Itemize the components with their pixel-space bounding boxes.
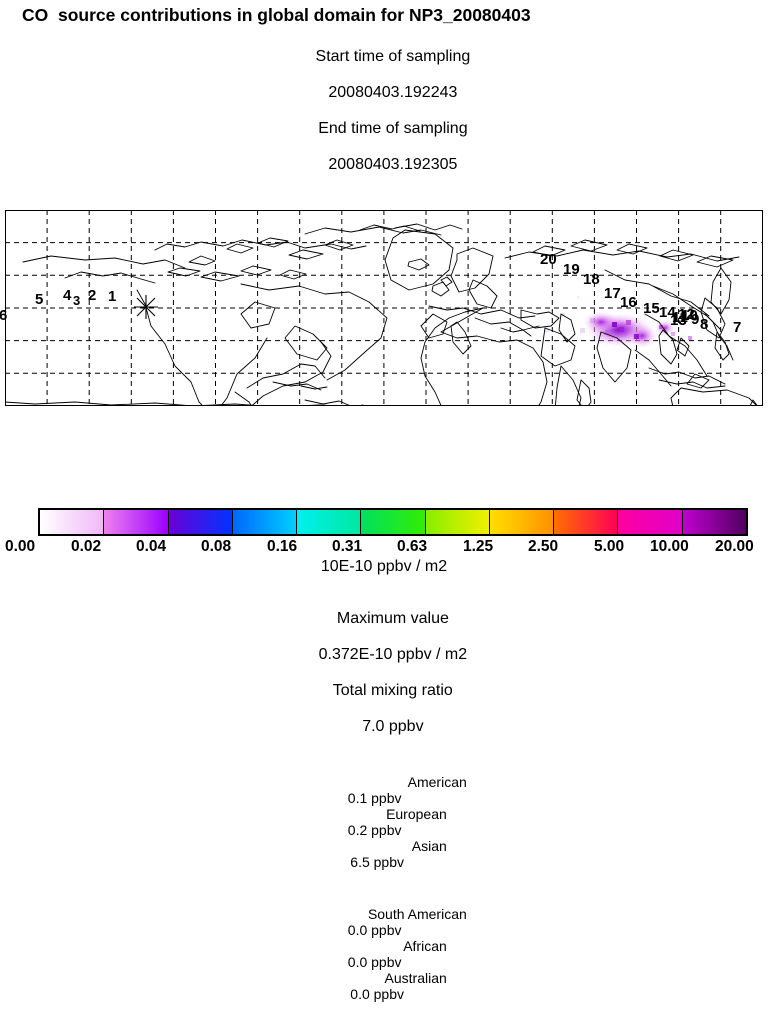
colorbar-segment-3 [232,510,298,534]
start-time-label: Start time of sampling [315,48,471,65]
waypoint-label-13: 13 [670,312,687,329]
colorbar-tick-0: 0.00 [5,538,36,555]
colorbar-segment-6 [425,510,490,534]
colorbar-segment-2 [168,510,233,534]
colorbar-tick-2: 0.04 [136,538,167,555]
colorbar-segment-8 [554,510,619,534]
colorbar-tick-11: 20.00 [715,538,754,555]
waypoint-label-5: 5 [35,291,44,308]
colorbar-tick-5: 0.31 [332,538,363,555]
waypoint-label-3: 3 [73,293,81,308]
colorbar-tick-7: 1.25 [463,538,494,555]
waypoint-label-1: 1 [108,288,117,305]
sampling-time-row: Start time of sampling 20080403.192243 E… [0,30,768,192]
region-row-southern: South American 0.0 ppbv African 0.0 ppbv… [0,890,768,1018]
region-value-american: 0.1 ppbv [347,790,402,806]
region-value-european: 0.2 ppbv [347,822,402,838]
colorbar-segment-1 [104,510,169,534]
waypoint-label-8: 8 [700,316,709,333]
waypoint-label-14: 14 [659,304,676,321]
colorbar[interactable] [38,508,748,536]
colorbar-tick-1: 0.02 [71,538,102,555]
asterisk-marker [134,295,158,319]
colorbar-tick-9: 5.00 [594,538,625,555]
colorbar-tick-3: 0.08 [201,538,232,555]
statistics-block: Maximum value 0.372E-10 ppbv / m2 Total … [0,592,768,1018]
colorbar-segment-4 [297,510,362,534]
map-canvas [5,210,763,406]
waypoint-label-11: 11 [672,309,688,326]
region-label-south-american: South American [367,906,467,922]
max-value-label: Maximum value [336,610,449,627]
waypoint-label-16: 16 [620,294,637,311]
max-value: 0.372E-10 ppbv / m2 [318,646,468,663]
colorbar-unit-label: 10E-10 ppbv / m2 [320,558,448,575]
waypoint-label-4: 4 [63,287,72,304]
end-time-value: 20080403.192305 [328,156,458,173]
region-row-northern: American 0.1 ppbv European 0.2 ppbv Asia… [0,758,768,886]
colorbar-segment-10 [682,510,746,534]
page-title: CO source contributions in global domain… [22,5,531,25]
map-coastlines [5,223,759,406]
region-value-australian: 0.0 ppbv [350,986,404,1002]
colorbar-tick-10: 10.00 [650,538,689,555]
waypoint-label-10: 10 [681,307,698,324]
end-time-label: End time of sampling [318,120,468,137]
colorbar-segment-0 [40,510,105,534]
waypoint-label-15: 15 [643,300,660,317]
total-mixing-ratio-value: 7.0 ppbv [362,718,424,735]
region-value-south-american: 0.0 ppbv [347,922,402,938]
region-value-african: 0.0 ppbv [347,954,402,970]
waypoint-label-20: 20 [540,251,557,268]
region-label-asian: Asian [411,838,447,854]
colorbar-tick-8: 2.50 [528,538,559,555]
colorbar-segment-7 [489,510,555,534]
colorbar-segment-5 [361,510,426,534]
region-label-european: European [386,806,447,822]
waypoint-label-7: 7 [733,319,742,336]
colorbar-tick-6: 0.63 [397,538,428,555]
plume-overlay [465,268,692,348]
colorbar-tick-4: 0.16 [267,538,298,555]
region-label-african: African [403,938,447,954]
colorbar-segment-9 [618,510,683,534]
region-label-american: American [407,774,467,790]
waypoint-label-9: 9 [691,311,700,328]
waypoint-label-12: 12 [678,306,695,323]
waypoint-label-18: 18 [583,271,600,288]
region-value-asian: 6.5 ppbv [350,854,404,870]
total-mixing-ratio-label: Total mixing ratio [332,682,453,699]
region-label-australian: Australian [384,970,447,986]
world-map[interactable]: 1 2 3 4 5 6 7 8 9 10 11 12 13 14 15 16 1… [0,210,763,406]
waypoint-label-19: 19 [563,261,580,278]
waypoint-label-6: 6 [0,307,8,324]
waypoint-label-2: 2 [88,287,97,304]
start-time-value: 20080403.192243 [328,84,458,101]
waypoint-label-17: 17 [604,285,621,302]
summary-row: Maximum value 0.372E-10 ppbv / m2 Total … [0,592,768,754]
colorbar-tick-labels: 0.00 0.02 0.04 0.08 0.16 0.31 0.63 1.25 … [0,539,768,559]
